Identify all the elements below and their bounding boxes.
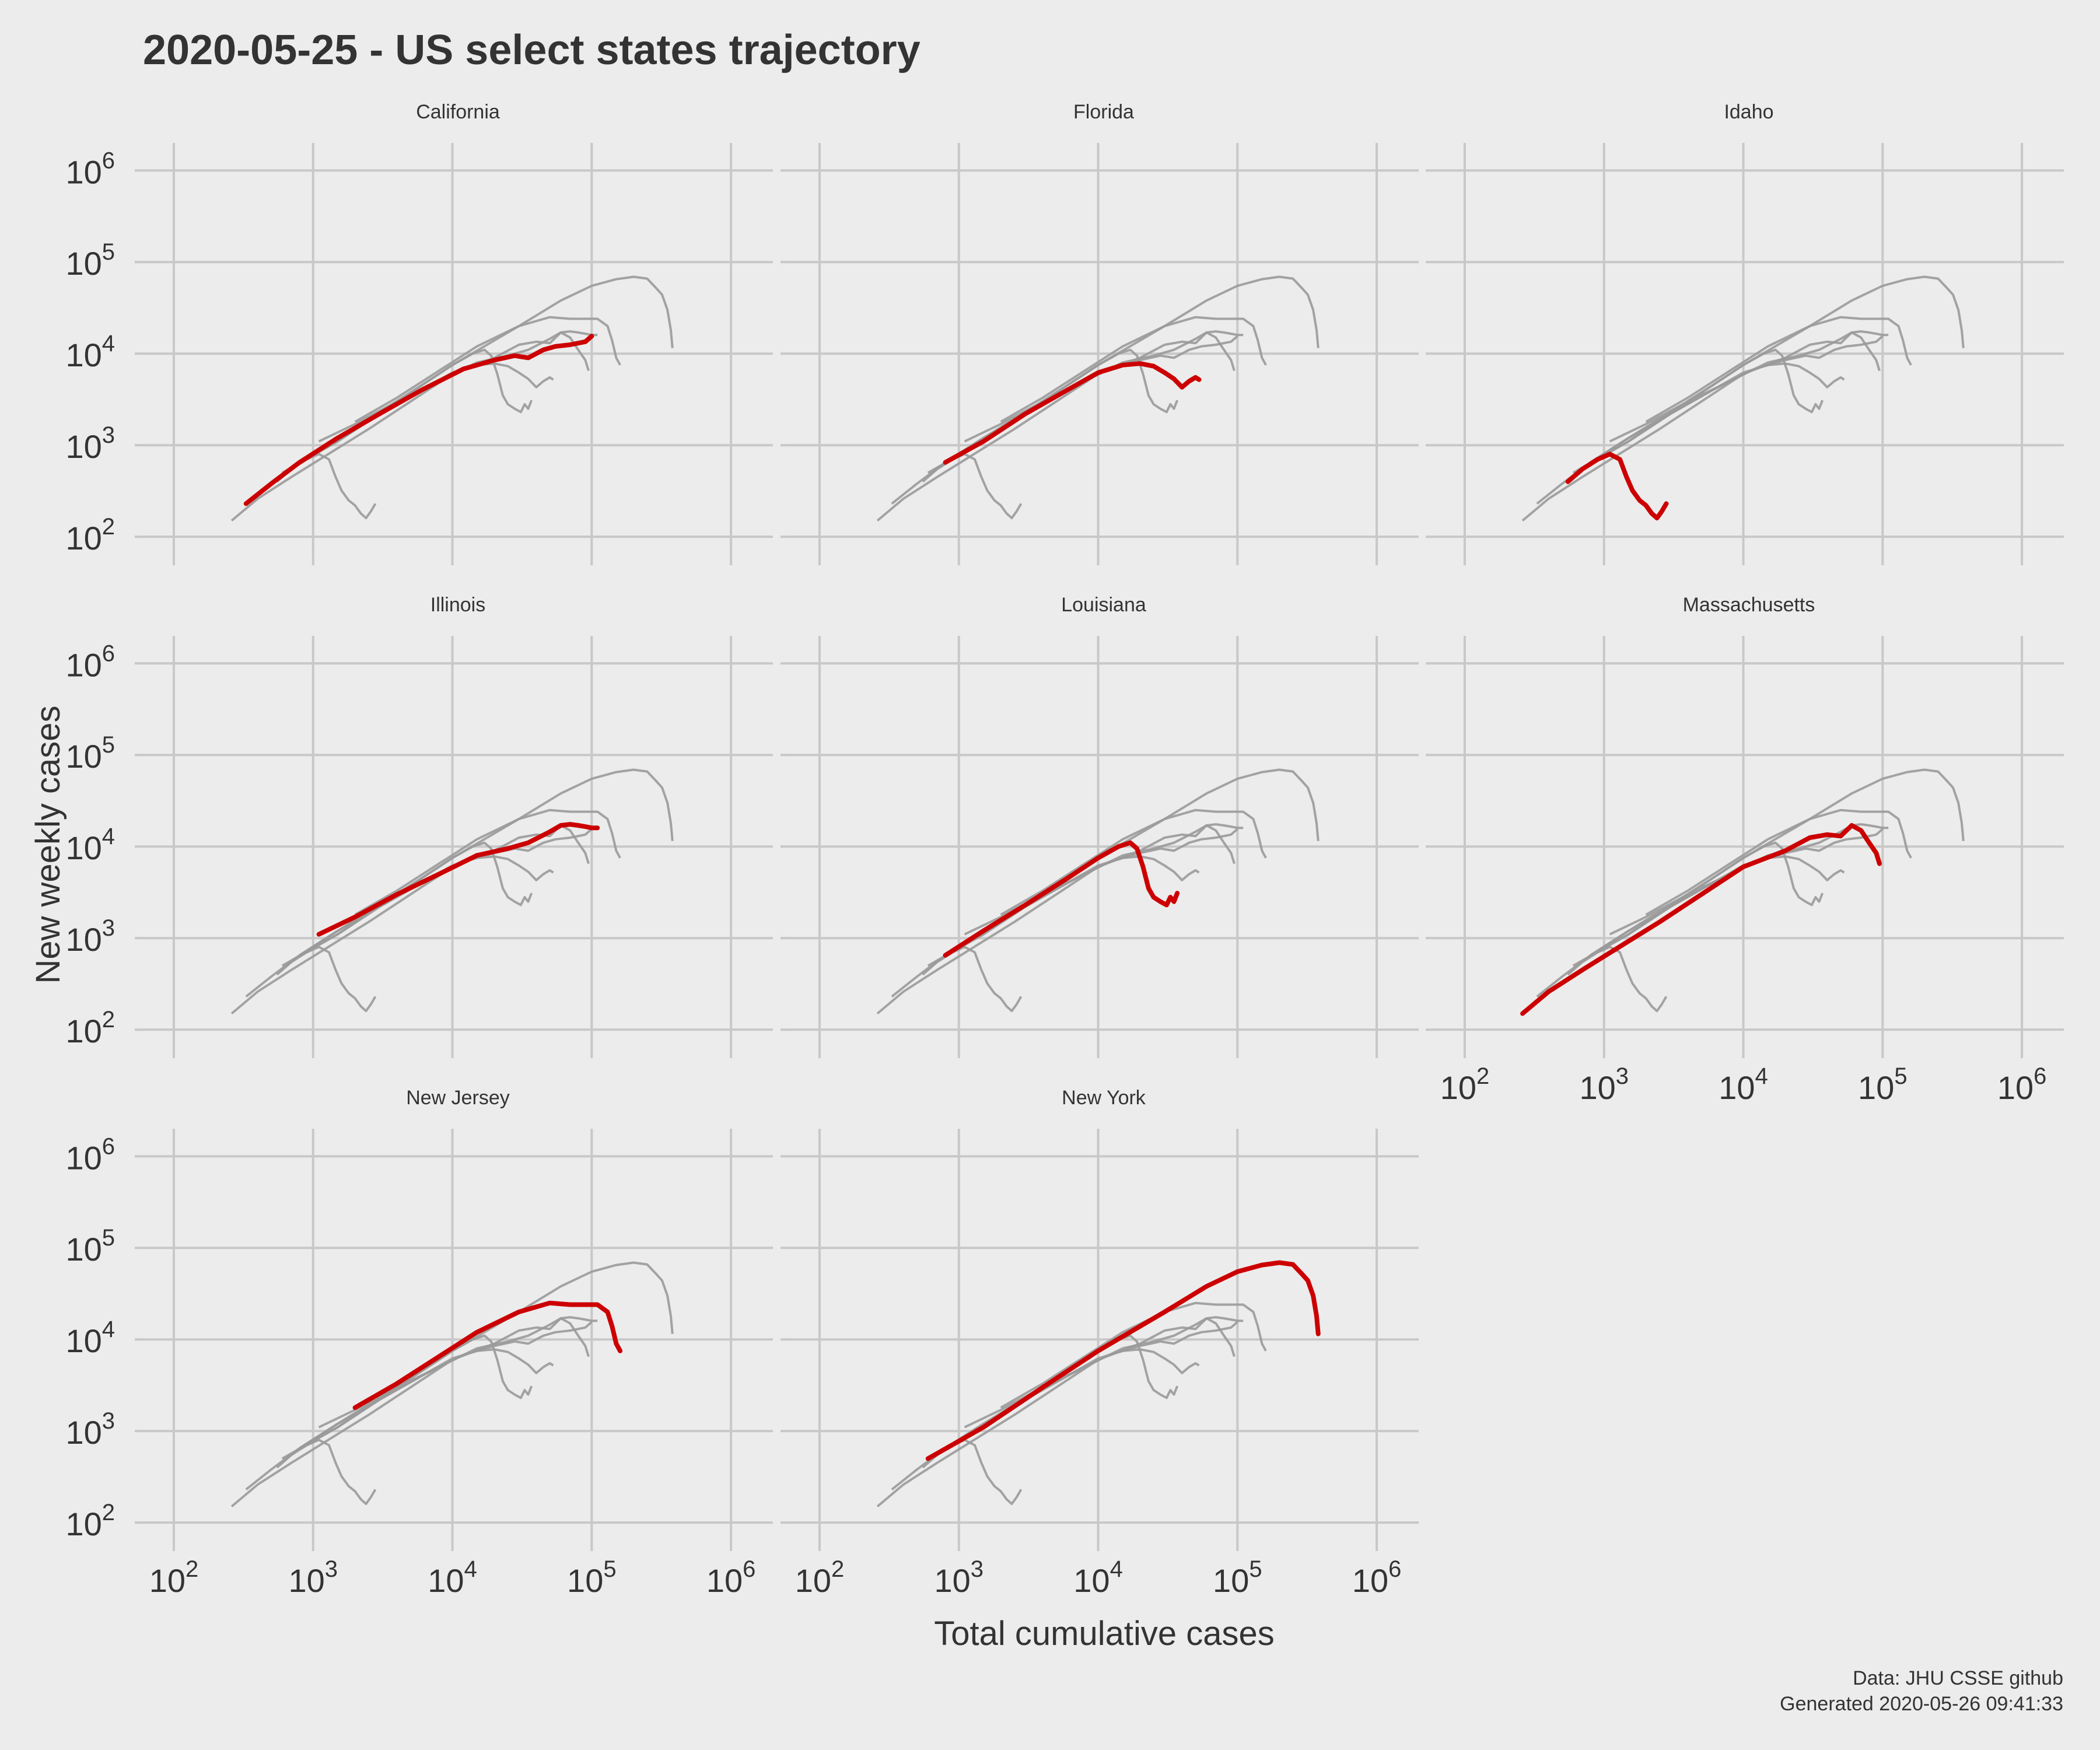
caption-source: Data: JHU CSSE github (1853, 1667, 2063, 1689)
y-tick-label: 104 (65, 824, 115, 866)
highlight-series-line (316, 822, 600, 937)
x-tick-label: 106 (706, 1556, 756, 1599)
caption-generated: Generated 2020-05-26 09:41:33 (1780, 1693, 2063, 1715)
y-tick-label: 102 (65, 1007, 115, 1049)
x-axis-label: Total cumulative cases (934, 1615, 1274, 1653)
background-series-line (281, 1261, 674, 1460)
x-tick-label: 104 (428, 1556, 477, 1599)
background-series-line (354, 316, 621, 423)
y-tick-label: 105 (65, 1225, 115, 1268)
facet-panels: California 102 103 104 105 106 Florida Idaho Ill… (65, 101, 2064, 1599)
x-tick-label: 105 (1213, 1556, 1262, 1599)
facet-california: California 102 103 104 105 106 (65, 101, 773, 565)
background-series-line (1000, 808, 1267, 916)
highlight-series-line (943, 840, 1180, 958)
background-series-line (1521, 331, 1881, 522)
background-series-line (354, 808, 621, 916)
y-tick-label: 105 (65, 239, 115, 282)
x-tick-label: 105 (567, 1556, 617, 1599)
background-series-line (1645, 808, 1912, 916)
y-axis-label: New weekly cases (29, 705, 67, 984)
background-series-line (1000, 1301, 1267, 1409)
x-tick-label: 102 (795, 1556, 845, 1599)
x-tick-label: 105 (1858, 1063, 1908, 1106)
y-tick-label: 103 (65, 915, 115, 958)
facet-strip-label: Idaho (1724, 101, 1773, 123)
x-tick-label: 104 (1718, 1063, 1768, 1106)
background-series-line (1645, 316, 1912, 423)
x-tick-label: 102 (149, 1556, 199, 1599)
highlight-series-line (1520, 823, 1882, 1016)
background-series-line (281, 275, 674, 474)
y-tick-label: 106 (65, 1133, 115, 1176)
chart-title: 2020-05-25 - US select states trajectory (143, 27, 921, 74)
y-tick-label: 104 (65, 331, 115, 373)
highlight-series-line (352, 1300, 623, 1410)
background-series-line (1000, 316, 1267, 423)
y-tick-label: 103 (65, 422, 115, 465)
background-series-line (876, 824, 1236, 1015)
facet-strip-label: Louisiana (1061, 594, 1146, 616)
y-tick-label: 106 (65, 640, 115, 683)
background-series-line (1572, 768, 1965, 967)
facet-illinois: Illinois 102 103 104 105 106 (65, 594, 773, 1058)
facet-new-jersey: New Jersey 102 103 104 105 106 102 103 104 105 106 (65, 1087, 773, 1599)
highlight-series-line (943, 361, 1202, 465)
y-tick-label: 102 (65, 514, 115, 556)
facet-strip-label: Massachusetts (1683, 594, 1815, 616)
facet-strip-label: New Jersey (406, 1087, 510, 1109)
x-tick-label: 103 (934, 1556, 984, 1599)
x-tick-label: 102 (1440, 1063, 1490, 1106)
facet-new-york: New York 102 103 104 105 106 (780, 1087, 1419, 1599)
background-series-line (230, 1317, 590, 1508)
y-tick-label: 102 (65, 1500, 115, 1542)
facet-louisiana: Louisiana (780, 594, 1419, 1058)
facet-strip-label: New York (1062, 1087, 1146, 1109)
x-tick-label: 106 (1352, 1556, 1402, 1599)
x-tick-label: 104 (1073, 1556, 1123, 1599)
background-series-line (927, 275, 1320, 474)
facet-massachusetts: Massachusetts 102 103 104 105 106 (1426, 594, 2064, 1106)
background-series-line (876, 1317, 1236, 1508)
highlight-series-line (925, 1260, 1321, 1461)
x-tick-label: 106 (1997, 1063, 2047, 1106)
facet-florida: Florida (780, 101, 1419, 565)
facet-strip-label: Florida (1073, 101, 1134, 123)
x-tick-label: 103 (288, 1556, 338, 1599)
facet-strip-label: California (416, 101, 500, 123)
background-series-line (281, 768, 674, 967)
x-tick-label: 103 (1579, 1063, 1629, 1106)
y-tick-label: 106 (65, 148, 115, 190)
facet-idaho: Idaho (1426, 101, 2064, 565)
y-tick-label: 104 (65, 1317, 115, 1359)
highlight-series-line (243, 334, 594, 506)
background-series-line (1572, 275, 1965, 474)
y-tick-label: 103 (65, 1408, 115, 1451)
y-tick-label: 105 (65, 732, 115, 775)
background-series-line (230, 824, 590, 1015)
background-series-line (876, 331, 1236, 522)
facet-strip-label: Illinois (430, 594, 485, 616)
highlight-series-line (1565, 452, 1669, 521)
